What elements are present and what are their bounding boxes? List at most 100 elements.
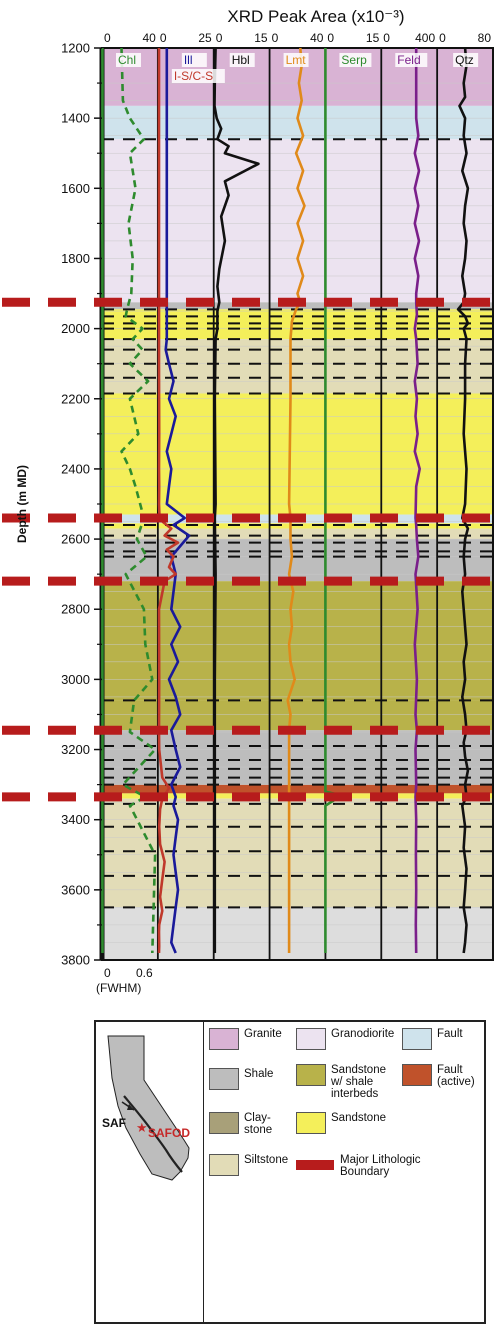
column-label-ill: Ill bbox=[184, 53, 193, 67]
column-label-feld: Feld bbox=[397, 53, 420, 67]
y-tick-label: 3400 bbox=[61, 812, 90, 827]
legend-label: Sandstone w/ shale interbeds bbox=[331, 1064, 386, 1100]
legend-label: Granite bbox=[244, 1028, 282, 1040]
top-tick-label: 0 bbox=[327, 31, 334, 45]
safod-star-icon: ★ bbox=[136, 1120, 148, 1135]
legend-item-granodiorite: Granodiorite bbox=[296, 1028, 394, 1050]
legend-label: Fault bbox=[437, 1028, 463, 1040]
legend-swatch bbox=[209, 1068, 239, 1090]
legend-swatch bbox=[402, 1028, 432, 1050]
lithology-band bbox=[102, 700, 493, 731]
legend-label: Granodiorite bbox=[331, 1028, 395, 1040]
lithology-band bbox=[102, 907, 493, 960]
lithology-band bbox=[102, 581, 493, 701]
y-tick-label: 2600 bbox=[61, 532, 90, 547]
legend-label: Major Lithologic Boundary bbox=[340, 1154, 421, 1178]
legend-item-major-boundary: Major Lithologic Boundary bbox=[296, 1154, 481, 1178]
lithology-band bbox=[102, 539, 493, 582]
fwhm-label: (FWHM) bbox=[96, 981, 141, 995]
y-tick-label: 2200 bbox=[61, 391, 90, 406]
legend-swatch bbox=[209, 1028, 239, 1050]
column-label-bg bbox=[229, 53, 255, 67]
legend-swatch-dash bbox=[296, 1160, 334, 1170]
lithology-band bbox=[102, 339, 493, 394]
column-label-chl: Chl bbox=[118, 53, 136, 67]
top-tick-label: 0 bbox=[160, 31, 167, 45]
top-tick-label: 0 bbox=[216, 31, 223, 45]
legend-label: Sandstone bbox=[331, 1112, 386, 1124]
y-tick-label: 3000 bbox=[61, 672, 90, 687]
top-tick-label: 40 bbox=[142, 31, 156, 45]
y-tick-label: 1400 bbox=[61, 111, 90, 126]
y-tick-label: 3200 bbox=[61, 742, 90, 757]
column-label-lmt: Lmt bbox=[286, 53, 307, 67]
y-tick-label: 2000 bbox=[61, 321, 90, 336]
legend-item-siltstone: Siltstone bbox=[209, 1154, 288, 1176]
top-tick-label: 0 bbox=[383, 31, 390, 45]
legend-swatch bbox=[296, 1112, 326, 1134]
legend-divider bbox=[203, 1022, 204, 1322]
xrd-depth-chart: 1200 1400 1600 1800 2000 2200 2400 2600 2800 3000… bbox=[2, 7, 495, 995]
legend-swatch bbox=[296, 1064, 326, 1086]
y-tick-label: 3600 bbox=[61, 882, 90, 897]
y-tick-label: 2400 bbox=[61, 461, 90, 476]
lithology-band bbox=[102, 528, 493, 540]
top-tick-label: 40 bbox=[310, 31, 324, 45]
legend-swatch bbox=[296, 1028, 326, 1050]
top-tick-label: 0 bbox=[272, 31, 279, 45]
legend-item-claystone: Clay-stone bbox=[209, 1112, 294, 1136]
top-tick-label: 15 bbox=[366, 31, 380, 45]
legend-label: Clay-stone bbox=[244, 1112, 273, 1136]
california-map-icon: ★ bbox=[107, 1035, 190, 1181]
y-tick-label: 3800 bbox=[61, 953, 90, 968]
chart-title: XRD Peak Area (x10⁻³) bbox=[227, 7, 404, 26]
legend-swatch bbox=[209, 1112, 239, 1134]
column-label-bg bbox=[181, 53, 207, 67]
fwhm-tick-label: 0 bbox=[104, 966, 111, 980]
y-axis-label: Depth (m MD) bbox=[15, 465, 29, 543]
lithology-band bbox=[102, 393, 493, 515]
map-label-saf: SAF bbox=[102, 1116, 126, 1130]
legend-item-fault: Fault bbox=[402, 1028, 463, 1050]
legend-label: Shale bbox=[244, 1068, 274, 1080]
legend-item-shale: Shale bbox=[209, 1068, 273, 1090]
legend-box: ★ SAF SAFOD Granite Granodiorite Fault S… bbox=[94, 1020, 486, 1324]
series-line-lmt bbox=[286, 47, 306, 953]
series-line-feld bbox=[413, 48, 422, 954]
legend-label: Siltstone bbox=[244, 1154, 289, 1166]
legend-item-granite: Granite bbox=[209, 1028, 282, 1050]
top-tick-label: 400 bbox=[415, 31, 435, 45]
legend-label: Fault (active) bbox=[437, 1064, 475, 1088]
series-line-i-s-c-s bbox=[157, 48, 180, 954]
y-tick-label: 1800 bbox=[61, 251, 90, 266]
top-tick-label: 25 bbox=[198, 31, 212, 45]
map-label-safod: SAFOD bbox=[148, 1126, 190, 1140]
series-line-chl-fwhm- bbox=[120, 47, 157, 954]
column-label-bg bbox=[395, 53, 428, 67]
column-label-qtz: Qtz bbox=[455, 53, 474, 67]
y-tick-label: 1200 bbox=[61, 41, 90, 56]
series-line-hbl bbox=[213, 47, 260, 953]
fwhm-tick-label: 0.6 bbox=[136, 966, 153, 980]
column-label-hbl: Hbl bbox=[232, 53, 250, 67]
lithology-band bbox=[102, 784, 493, 794]
lithology-band bbox=[102, 798, 493, 908]
column-label-bg bbox=[116, 53, 141, 67]
lithology-band bbox=[102, 730, 493, 785]
top-tick-label: 0 bbox=[439, 31, 446, 45]
column-label-bg bbox=[171, 69, 225, 83]
top-tick-label: 80 bbox=[478, 31, 492, 45]
top-tick-label: 0 bbox=[104, 31, 111, 45]
column-label-bg bbox=[453, 53, 479, 67]
column-label-bg bbox=[283, 53, 309, 67]
legend-item-fault-active: Fault (active) bbox=[402, 1064, 482, 1088]
top-tick-label: 15 bbox=[254, 31, 268, 45]
column-label-iscs: I-S/C-S bbox=[174, 69, 213, 83]
lithology-band bbox=[102, 105, 493, 140]
legend-swatch bbox=[402, 1064, 432, 1086]
legend-item-sandstone: Sandstone bbox=[296, 1112, 386, 1134]
legend-swatch bbox=[209, 1154, 239, 1176]
column-label-serp: Serp bbox=[341, 53, 367, 67]
y-tick-label: 1600 bbox=[61, 181, 90, 196]
column-label-bg bbox=[339, 53, 372, 67]
